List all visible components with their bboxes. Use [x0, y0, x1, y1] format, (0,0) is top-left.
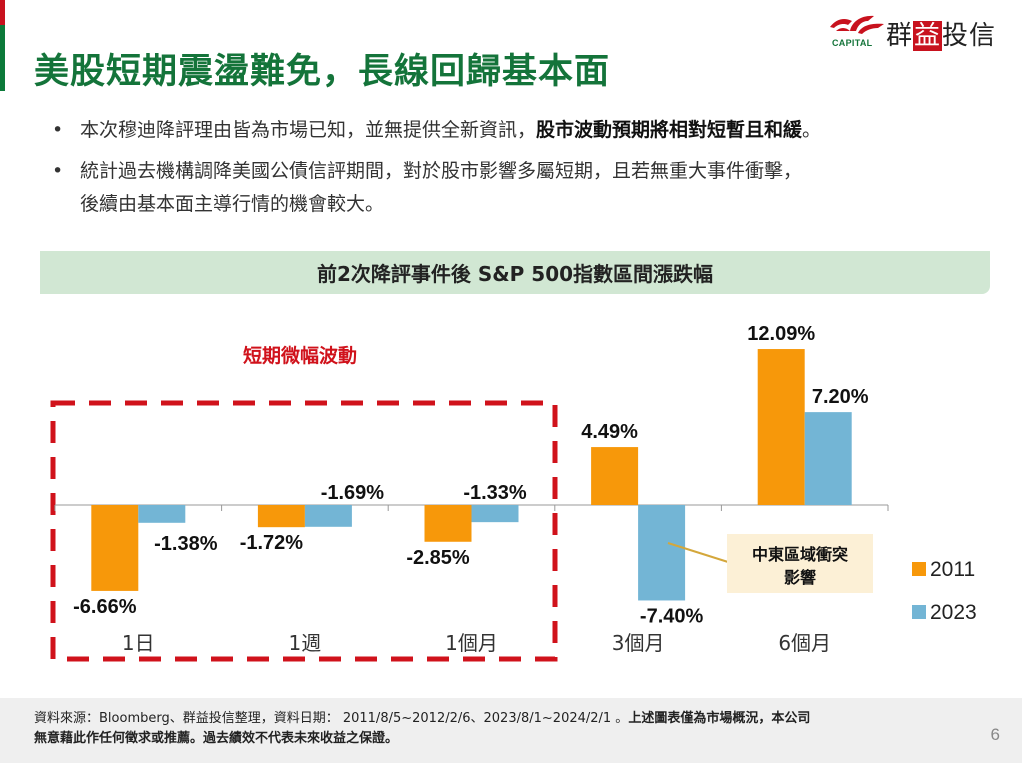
page-title: 美股短期震盪難免，長線回歸基本面: [34, 52, 611, 92]
callout-box: [727, 534, 873, 593]
data-label-2023-4: 7.20%: [812, 386, 869, 408]
logo-capital-label: CAPITAL: [832, 38, 873, 48]
callout-text-line2: 影響: [784, 568, 816, 587]
x-tick-label: 1個月: [445, 631, 498, 655]
data-label-2023-1: -1.69%: [321, 482, 385, 504]
bar-2023-2: [471, 505, 519, 523]
bullet-item: • 統計過去機構調降美國公債信評期間，對於股市影響多屬短期，且若無重大事件衝擊，…: [48, 155, 1008, 221]
legend-label-2023: 2023: [930, 601, 977, 624]
data-label-2011-0: -6.66%: [73, 596, 137, 618]
footer-disclaimer-bold-1: 上述圖表僅為市場概況，本公司: [628, 711, 811, 726]
bar-2023-0: [138, 505, 186, 523]
bullet-tail: 。: [802, 119, 822, 141]
data-label-2011-2: -2.85%: [406, 547, 470, 569]
logo-company-name: 群益投信: [886, 15, 996, 52]
bar-2023-4: [804, 412, 852, 505]
x-tick-label: 1日: [122, 631, 155, 655]
data-label-2023-3: -7.40%: [640, 605, 704, 627]
bar-2011-1: [257, 505, 305, 528]
accent-bar-red: [0, 0, 5, 25]
company-logo: CAPITAL 群益投信: [828, 13, 1013, 52]
x-tick-label: 6個月: [778, 631, 831, 655]
phoenix-logo-icon: [830, 15, 884, 34]
legend-swatch-2011: [912, 562, 926, 576]
legend-swatch-2023: [912, 605, 926, 619]
data-label-2011-4: 12.09%: [747, 323, 815, 345]
x-tick-label: 1週: [289, 631, 322, 655]
legend-label-2011: 2011: [930, 558, 975, 581]
x-tick-label: 3個月: [612, 631, 665, 655]
data-label-2011-3: 4.49%: [581, 421, 638, 443]
data-label-2023-0: -1.38%: [154, 533, 218, 555]
logo-name-part1: 群: [886, 21, 914, 51]
data-label-2023-2: -1.33%: [463, 482, 527, 504]
bullet-text: 本次穆迪降評理由皆為市場已知，並無提供全新資訊，: [80, 119, 537, 141]
bullet-item: • 本次穆迪降評理由皆為市場已知，並無提供全新資訊，股市波動預期將相對短暫且和緩…: [48, 114, 1008, 147]
bullet-text: 統計過去機構調降美國公債信評期間，對於股市影響多屬短期，且若無重大事件衝擊，: [80, 160, 803, 182]
footer-disclaimer-bold-2: 無意藉此作任何徵求或推薦。過去績效不代表未來收益之保證。: [34, 731, 399, 746]
logo-name-part2: 投信: [942, 21, 997, 51]
logo-name-highlight: 益: [913, 21, 943, 51]
data-label-2011-1: -1.72%: [240, 532, 304, 554]
bar-2011-3: [591, 447, 639, 505]
footer-disclaimer: 資料來源：Bloomberg、群益投信整理，資料日期： 2011/8/5~201…: [34, 709, 964, 749]
bar-2023-3: [638, 505, 686, 601]
bullet-list: • 本次穆迪降評理由皆為市場已知，並無提供全新資訊，股市波動預期將相對短暫且和緩…: [48, 114, 1008, 229]
accent-bar-green: [0, 25, 5, 91]
callout-text-line1: 中東區域衝突: [752, 545, 848, 564]
bullet-dot: •: [52, 160, 64, 182]
callout-leader-line: [667, 542, 729, 563]
annotation-dashed-box: [50, 400, 558, 662]
footer: 資料來源：Bloomberg、群益投信整理，資料日期： 2011/8/5~201…: [0, 698, 1022, 763]
bar-2011-2: [424, 505, 472, 542]
bar-2011-0: [91, 505, 139, 591]
bullet-bold-text: 股市波動預期將相對短暫且和緩: [536, 119, 803, 141]
page-number: 6: [990, 725, 1000, 744]
bullet-dot: •: [52, 119, 64, 141]
bar-2011-4: [757, 349, 805, 505]
bar-2023-1: [304, 505, 352, 527]
footer-source: 資料來源：Bloomberg、群益投信整理，資料日期： 2011/8/5~201…: [34, 711, 629, 726]
chart-title-banner: 前2次降評事件後 S&P 500指數區間漲跌幅: [40, 251, 990, 294]
bullet-text-line2: 後續由基本面主導行情的機會較大。: [80, 193, 385, 215]
bar-chart: 短期微幅波動 -6.66% -1.72% -2.85% 4.49% 12.09% -1.38…: [50, 323, 977, 662]
annotation-label-short-term: 短期微幅波動: [243, 344, 357, 367]
